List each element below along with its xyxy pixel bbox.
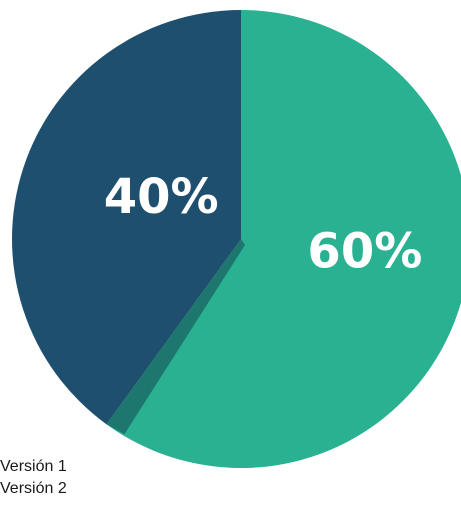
slice-shadow xyxy=(106,239,245,435)
legend: Versión 1 Versión 2 xyxy=(0,456,67,500)
pie-slice xyxy=(106,10,461,468)
legend-item: Versión 1 xyxy=(0,456,67,478)
slice-data-label: 60% xyxy=(307,223,422,279)
pie-slice xyxy=(12,10,242,425)
slice-data-label: 40% xyxy=(104,169,219,225)
legend-item: Versión 2 xyxy=(0,478,67,500)
legend-label: Versión 2 xyxy=(0,480,67,497)
legend-label: Versión 1 xyxy=(0,458,67,475)
